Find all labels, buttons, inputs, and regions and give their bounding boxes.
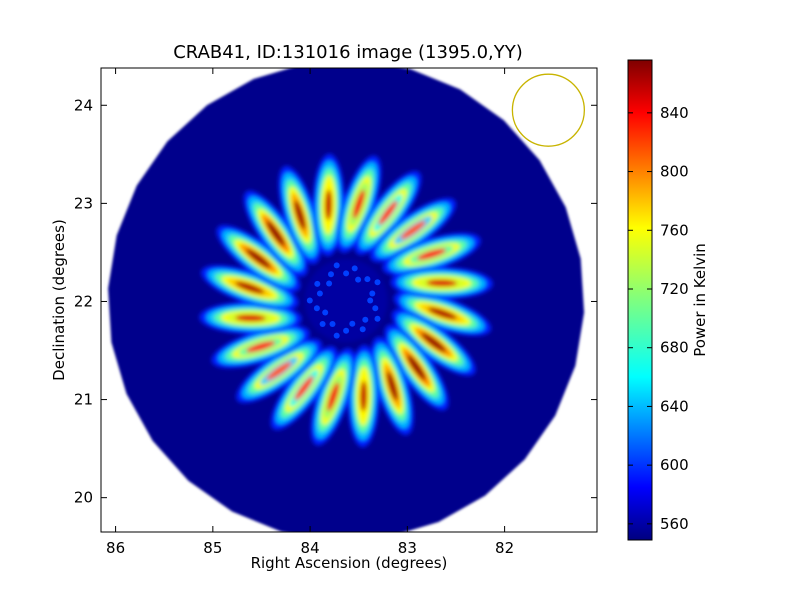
core-speckle <box>372 305 379 312</box>
heatmap-image <box>108 68 585 532</box>
y-tick-label: 21 <box>74 391 93 409</box>
petal-lobe <box>201 265 299 311</box>
core-speckle <box>326 280 333 287</box>
petal-lobe <box>391 309 476 376</box>
core-speckle <box>329 321 336 327</box>
core-speckle <box>374 279 381 286</box>
colorbar-label: Power in Kelvin <box>691 243 709 357</box>
petal-lobe <box>384 324 449 411</box>
colorbar-tick-label: 760 <box>660 221 689 239</box>
plot-area <box>108 68 586 532</box>
y-tick-label: 23 <box>74 194 93 212</box>
core-speckle <box>355 276 362 283</box>
x-tick-label: 86 <box>106 539 125 557</box>
x-tick-label: 84 <box>301 539 320 557</box>
core-speckle <box>349 320 356 327</box>
core-speckle <box>364 276 371 283</box>
petal-contour <box>294 200 306 230</box>
petal-contour <box>235 281 265 294</box>
core-speckle <box>328 271 334 278</box>
petal-contour <box>426 279 457 287</box>
petal-contour <box>407 354 426 381</box>
petal-lobe <box>278 165 322 265</box>
core-speckle <box>313 305 320 312</box>
petal-group <box>199 153 493 448</box>
core-speckle <box>362 316 369 323</box>
core-speckle <box>322 309 329 316</box>
petal-contour <box>378 200 398 226</box>
core-speckle <box>369 290 376 297</box>
petal-contour <box>352 189 365 219</box>
colorbar-tick-label: 560 <box>660 515 689 533</box>
core-speckle <box>333 332 340 339</box>
core-speckle <box>374 315 381 322</box>
colorbar-tick-label: 800 <box>660 163 689 181</box>
plot-frame <box>100 67 598 533</box>
petal-lobe <box>270 346 338 431</box>
y-tick-label: 20 <box>74 489 93 507</box>
core-speckle <box>319 321 326 327</box>
y-tick-label: 24 <box>74 96 93 114</box>
petal-lobe <box>336 155 382 253</box>
petal-contour <box>266 220 285 247</box>
x-tick-label: 83 <box>398 539 417 557</box>
petal-lobe <box>216 225 301 292</box>
petal-lobe <box>354 170 422 255</box>
petal-contour <box>245 341 276 353</box>
petal-lobe <box>393 290 492 336</box>
petal-lobe <box>370 336 414 436</box>
chart-title: CRAB41, ID:131016 image (1395.0,YY) <box>173 42 523 63</box>
core-speckle <box>359 326 366 333</box>
petal-lobe <box>390 266 493 300</box>
x-axis-label: Right Ascension (degrees) <box>251 554 448 572</box>
colorbar-tick-label: 640 <box>660 397 689 415</box>
petal-contour <box>386 371 398 401</box>
petal-lobe <box>243 190 308 277</box>
colorbar-tick-label: 600 <box>660 456 689 474</box>
core-speckle <box>343 327 350 334</box>
petal-contour <box>427 307 457 320</box>
colorbar-tick-label: 840 <box>660 104 689 122</box>
petal-contour <box>416 248 447 260</box>
colorbar: 560 600 640 680 720 760 800 840 Power in Kelvin <box>627 59 709 541</box>
petal-lobe <box>310 348 356 446</box>
petal-lobe <box>199 301 302 335</box>
core-speckle <box>333 262 340 269</box>
core-speckle <box>351 265 358 272</box>
x-tick-label: 82 <box>495 539 514 557</box>
petal-contour <box>360 380 368 412</box>
petal-contour <box>235 314 266 322</box>
colorbar-gradient <box>627 59 653 541</box>
petal-contour <box>294 375 314 401</box>
petal-contour <box>400 220 426 240</box>
y-tick-label: 22 <box>74 292 93 310</box>
petal-contour <box>245 248 271 269</box>
petal-lobe <box>312 153 345 256</box>
core-speckle <box>314 280 321 287</box>
petal-lobe <box>211 325 310 369</box>
core-speckle <box>316 290 323 297</box>
colorbar-ticks: 560 600 640 680 720 760 800 840 <box>628 104 689 533</box>
x-tick-label: 85 <box>203 539 222 557</box>
y-axis-label: Declination (degrees) <box>50 219 68 381</box>
petal-contour <box>325 189 333 221</box>
beam-circle <box>511 73 586 147</box>
x-axis: 86 85 84 83 82 <box>106 68 514 557</box>
core-speckle <box>367 297 374 304</box>
petal-contour <box>266 361 292 381</box>
petal-lobe <box>236 338 322 404</box>
colorbar-tick-label: 720 <box>660 280 689 298</box>
core-speckle <box>306 297 313 304</box>
petal-lobe <box>382 232 481 276</box>
colorbar-tick-label: 680 <box>660 339 689 357</box>
petal-lobe <box>370 197 456 263</box>
core-speckle <box>343 270 350 277</box>
petal-lobe <box>347 345 380 448</box>
petal-contour <box>421 332 447 353</box>
petal-contour <box>327 382 340 412</box>
y-axis: 20 21 22 23 24 <box>74 96 597 507</box>
